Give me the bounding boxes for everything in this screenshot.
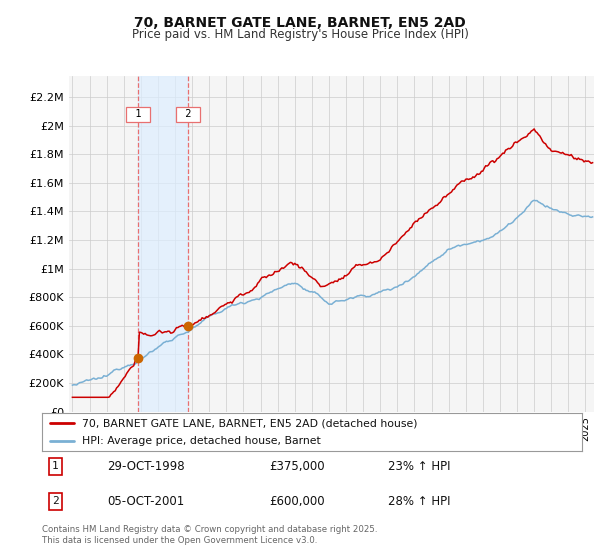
Text: Price paid vs. HM Land Registry's House Price Index (HPI): Price paid vs. HM Land Registry's House … bbox=[131, 28, 469, 41]
Bar bbox=[138, 76, 188, 412]
Text: Contains HM Land Registry data © Crown copyright and database right 2025.
This d: Contains HM Land Registry data © Crown c… bbox=[42, 525, 377, 545]
Text: 28% ↑ HPI: 28% ↑ HPI bbox=[388, 494, 450, 508]
Text: HPI: Average price, detached house, Barnet: HPI: Average price, detached house, Barn… bbox=[83, 436, 321, 446]
Text: 29-OCT-1998: 29-OCT-1998 bbox=[107, 460, 184, 473]
Text: 2: 2 bbox=[52, 496, 59, 506]
Text: £600,000: £600,000 bbox=[269, 494, 325, 508]
Text: 70, BARNET GATE LANE, BARNET, EN5 2AD: 70, BARNET GATE LANE, BARNET, EN5 2AD bbox=[134, 16, 466, 30]
Text: £375,000: £375,000 bbox=[269, 460, 325, 473]
Text: 1: 1 bbox=[128, 109, 147, 119]
Text: 23% ↑ HPI: 23% ↑ HPI bbox=[388, 460, 450, 473]
Text: 70, BARNET GATE LANE, BARNET, EN5 2AD (detached house): 70, BARNET GATE LANE, BARNET, EN5 2AD (d… bbox=[83, 418, 418, 428]
Text: 1: 1 bbox=[52, 461, 59, 471]
Text: 2: 2 bbox=[179, 109, 197, 119]
Text: 05-OCT-2001: 05-OCT-2001 bbox=[107, 494, 184, 508]
